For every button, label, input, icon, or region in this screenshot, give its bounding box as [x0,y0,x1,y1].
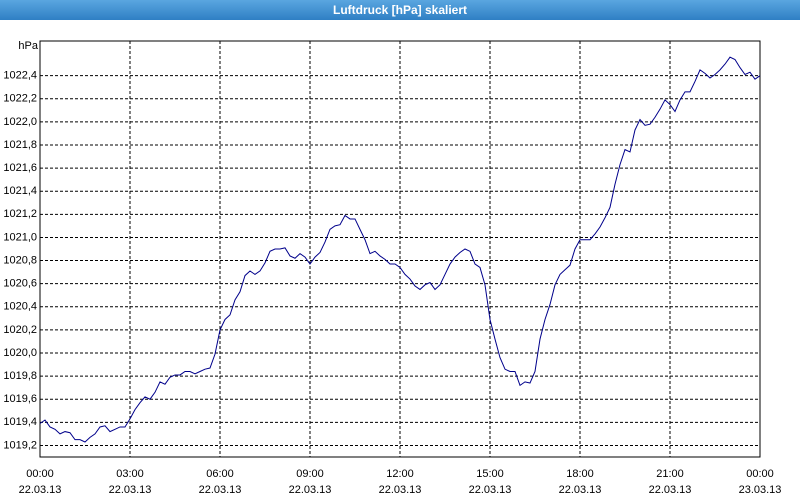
y-tick-label: 1019,2 [3,439,37,451]
y-tick-label: 1020,6 [3,278,37,290]
y-tick-label: 1020,4 [3,301,37,313]
y-tick-label: 1022,2 [3,93,37,105]
x-tick-date: 22.03.13 [109,484,152,496]
y-tick-label: 1021,0 [3,231,37,243]
y-tick-label: 1021,8 [3,139,37,151]
x-tick-label: 00:00 [746,468,774,480]
x-tick-label: 21:00 [656,468,684,480]
window-title: Luftdruck [hPa] skaliert [333,3,467,17]
y-tick-label: 1019,6 [3,393,37,405]
y-tick-label: 1021,2 [3,208,37,220]
x-tick-date: 22.03.13 [19,484,62,496]
y-tick-label: 1020,8 [3,254,37,266]
y-tick-label: 1020,0 [3,347,37,359]
y-tick-label: 1021,6 [3,162,37,174]
y-tick-label: 1019,8 [3,370,37,382]
y-tick-label: 1022,0 [3,116,37,128]
pressure-line [39,56,761,443]
x-tick-date: 22.03.13 [559,484,602,496]
x-tick-date: 22.03.13 [289,484,332,496]
x-tick-label: 15:00 [476,468,504,480]
title-bar [0,0,800,20]
x-tick-label: 09:00 [296,468,324,480]
x-tick-date: 22.03.13 [649,484,692,496]
x-tick-label: 06:00 [206,468,234,480]
x-tick-date: 22.03.13 [199,484,242,496]
y-tick-label: 1021,4 [3,185,37,197]
y-tick-label: 1019,4 [3,416,37,428]
x-tick-label: 18:00 [566,468,594,480]
y-tick-label: 1022,4 [3,70,37,82]
y-unit: hPa [18,40,38,52]
x-tick-date: 22.03.13 [469,484,512,496]
plot-frame [39,40,761,458]
x-tick-label: 00:00 [26,468,54,480]
x-tick-date: 22.03.13 [379,484,422,496]
x-tick-label: 12:00 [386,468,414,480]
y-tick-label: 1020,2 [3,324,37,336]
x-tick-date: 23.03.13 [739,484,782,496]
x-tick-label: 03:00 [116,468,144,480]
